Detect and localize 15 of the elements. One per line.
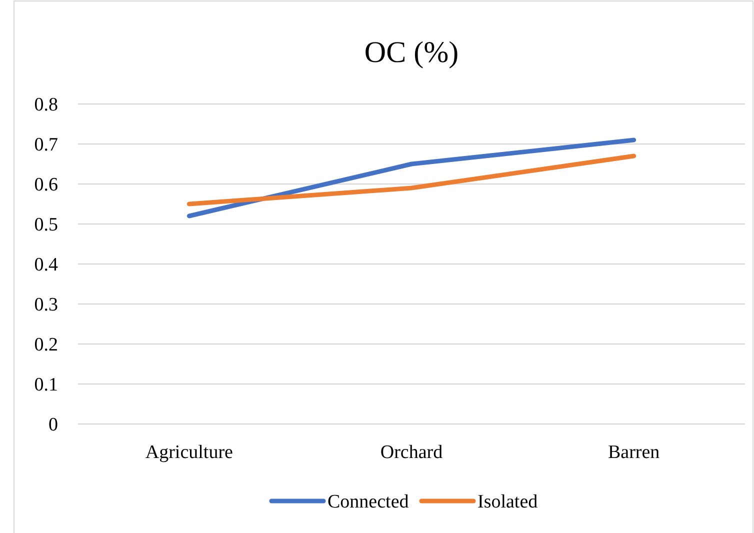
x-tick-label: Orchard bbox=[380, 442, 444, 463]
legend-label: Connected bbox=[328, 492, 410, 513]
chart-title: OC (%) bbox=[364, 36, 459, 69]
y-tick-label: 0.3 bbox=[34, 294, 58, 316]
legend-label: Isolated bbox=[478, 492, 538, 513]
y-tick-label: 0.2 bbox=[34, 334, 58, 356]
y-tick-label: 0.1 bbox=[34, 374, 58, 396]
y-tick-label: 0.6 bbox=[34, 174, 58, 196]
y-tick-label: 0.8 bbox=[34, 94, 58, 116]
y-tick-label: 0 bbox=[48, 414, 58, 436]
x-tick-label: Agriculture bbox=[145, 442, 233, 463]
x-tick-label: Barren bbox=[608, 442, 660, 463]
y-tick-label: 0.4 bbox=[34, 254, 58, 276]
y-tick-label: 0.5 bbox=[34, 214, 58, 236]
y-tick-label: 0.7 bbox=[34, 134, 58, 156]
